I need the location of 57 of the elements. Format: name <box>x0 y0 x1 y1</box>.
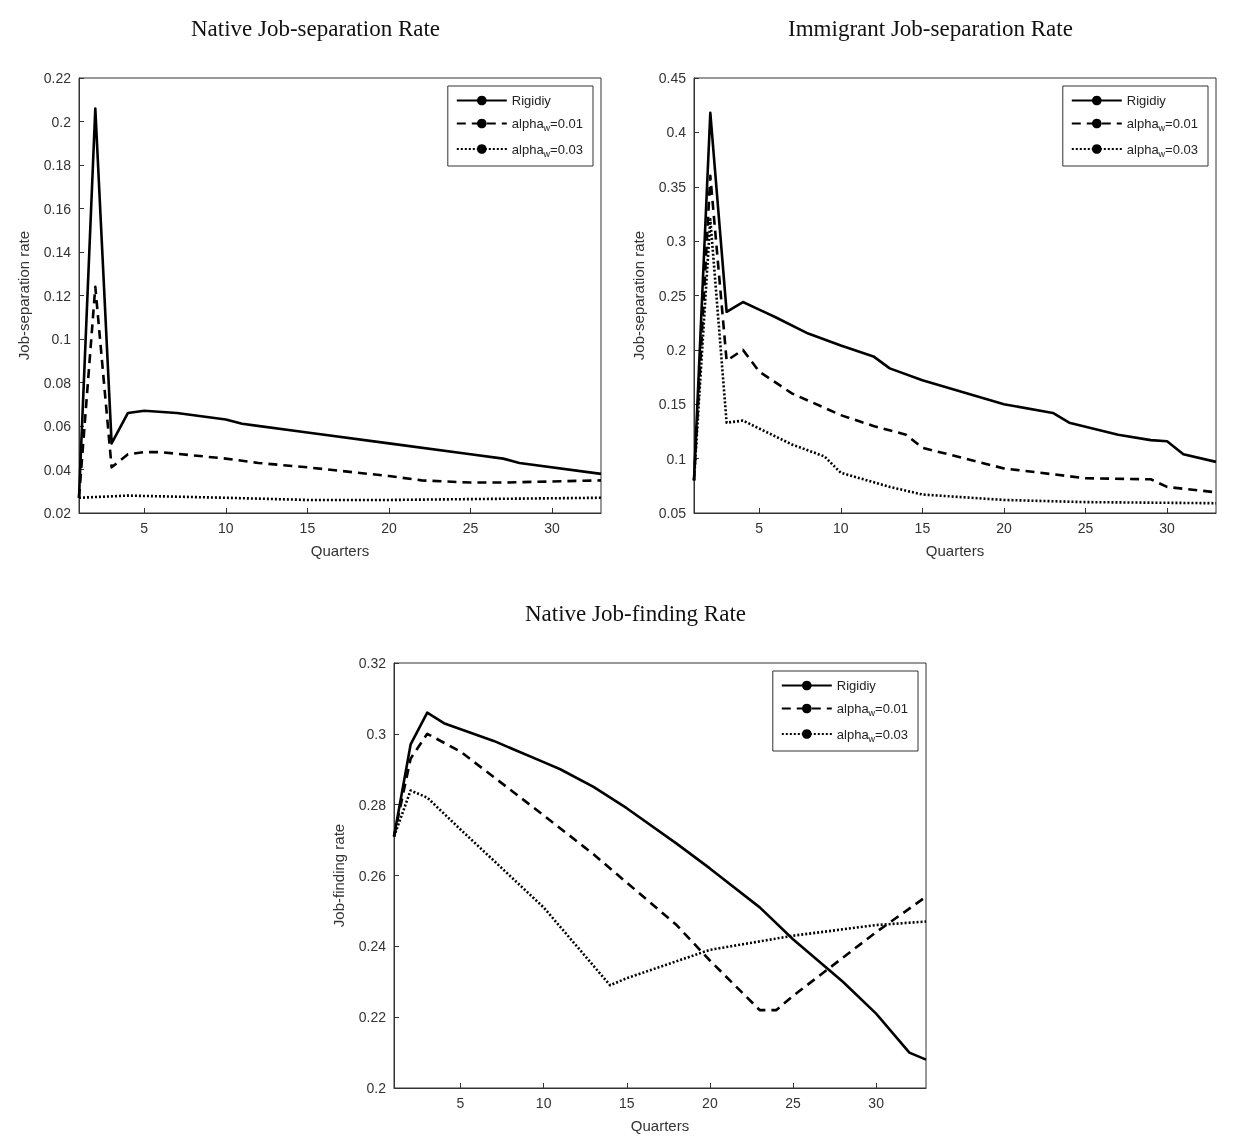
y-tick-label: 0.2 <box>51 113 72 130</box>
y-tick-label: 0.1 <box>51 331 72 347</box>
x-tick-label: 10 <box>535 1095 552 1111</box>
x-tick-label: 10 <box>218 520 234 536</box>
legend-label: Rigidiy <box>1126 93 1167 108</box>
chart-title: Native Job-finding Rate <box>524 601 747 626</box>
y-tick-label: 0.14 <box>43 244 72 260</box>
y-axis-title: Job-separation rate <box>630 230 647 361</box>
y-tick-label: 0.02 <box>43 505 72 521</box>
y-tick-label: 0.1 <box>666 450 687 467</box>
x-tick-label: 30 <box>544 520 561 536</box>
y-axis-title: Job-separation rate <box>15 230 32 361</box>
y-tick-label: 0.12 <box>43 287 72 304</box>
x-tick-label: 20 <box>381 520 397 536</box>
x-tick-label: 25 <box>462 520 479 536</box>
y-tick-label: 0.08 <box>43 374 72 391</box>
y-tick-label: 0.15 <box>658 396 687 413</box>
y-tick-label: 0.22 <box>43 70 72 86</box>
y-axis-title: Job-finding rate <box>330 823 347 928</box>
x-axis-title: Quarters <box>310 542 370 559</box>
legend-label: Rigidiy <box>836 678 877 693</box>
y-tick-label: 0.04 <box>43 461 72 478</box>
y-tick-label: 0.25 <box>658 287 687 304</box>
x-tick-label: 15 <box>299 520 316 536</box>
x-tick-label: 25 <box>1077 520 1094 536</box>
x-tick-label: 5 <box>456 1095 465 1111</box>
x-axis-title: Quarters <box>630 1117 690 1134</box>
x-tick-label: 30 <box>1159 520 1176 536</box>
y-tick-label: 0.26 <box>358 867 387 884</box>
y-tick-label: 0.3 <box>366 725 387 742</box>
x-tick-label: 15 <box>914 520 931 536</box>
y-tick-label: 0.45 <box>658 70 687 86</box>
y-tick-label: 0.35 <box>658 178 687 195</box>
y-tick-label: 0.32 <box>358 655 387 671</box>
y-tick-label: 0.24 <box>358 938 387 955</box>
x-tick-label: 20 <box>996 520 1012 536</box>
y-tick-label: 0.28 <box>358 796 387 813</box>
y-tick-label: 0.4 <box>666 124 687 141</box>
y-tick-label: 0.3 <box>666 233 687 250</box>
x-tick-label: 5 <box>755 520 764 536</box>
y-tick-label: 0.06 <box>43 418 72 434</box>
chart-title: Immigrant Job-separation Rate <box>788 16 1073 41</box>
x-tick-label: 20 <box>702 1095 718 1111</box>
x-axis-title: Quarters <box>925 542 985 559</box>
x-tick-label: 15 <box>618 1095 635 1111</box>
y-tick-label: 0.16 <box>43 200 72 217</box>
x-tick-label: 25 <box>785 1095 801 1111</box>
y-tick-label: 0.18 <box>43 157 72 173</box>
y-tick-label: 0.2 <box>666 341 687 358</box>
y-tick-label: 0.05 <box>658 505 687 521</box>
y-tick-label: 0.2 <box>366 1080 387 1096</box>
y-tick-label: 0.22 <box>358 1009 387 1026</box>
legend-label: Rigidiy <box>511 93 552 108</box>
x-tick-label: 30 <box>868 1095 885 1111</box>
chart-title: Native Job-separation Rate <box>190 16 441 41</box>
x-tick-label: 10 <box>833 520 849 536</box>
x-tick-label: 5 <box>140 520 149 536</box>
